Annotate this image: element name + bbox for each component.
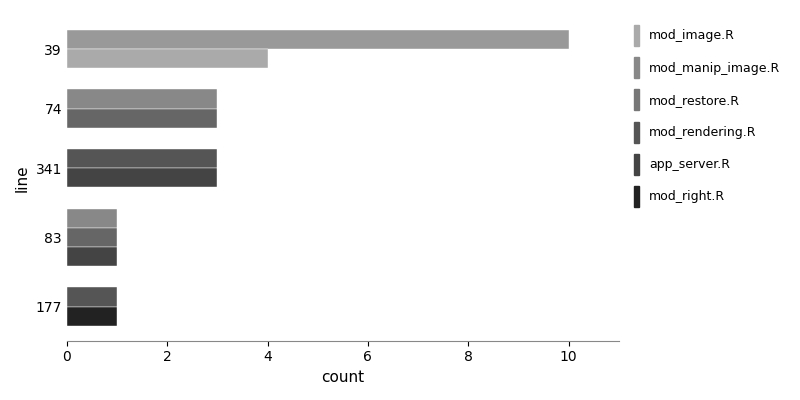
Bar — [66, 168, 218, 188]
Bar — [66, 49, 267, 68]
Bar — [66, 109, 218, 128]
Bar — [66, 247, 117, 266]
Bar — [66, 307, 117, 326]
Y-axis label: line: line — [15, 164, 30, 192]
Bar — [66, 287, 117, 307]
Bar — [66, 228, 117, 247]
Bar — [66, 149, 218, 168]
X-axis label: count: count — [322, 370, 364, 385]
Bar — [66, 208, 117, 228]
Legend: mod_image.R, mod_manip_image.R, mod_restore.R, mod_rendering.R, app_server.R, mo: mod_image.R, mod_manip_image.R, mod_rest… — [630, 21, 784, 211]
Bar — [66, 89, 218, 109]
Bar — [66, 30, 569, 49]
